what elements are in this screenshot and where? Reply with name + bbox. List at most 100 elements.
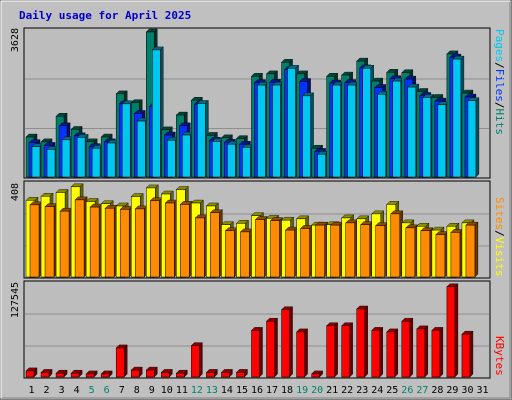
day-label-6: 6 [104,385,110,396]
bar-sites-day-15-face [240,231,250,278]
bar-sites-day-13 [209,209,223,278]
bar-pages-day-23-face [362,68,371,178]
day-label-13: 13 [206,385,218,396]
bar-kbytes-day-17 [266,317,278,378]
bar-sites-day-5-face [89,206,100,278]
bar-pages-day-2-face [46,149,56,178]
bar-sites-day-17 [270,217,283,278]
bar-kbytes-day-26-face [401,320,411,378]
bar-kbytes-day-21-side [334,322,338,378]
legend-hits: Hits [493,109,506,136]
day-label-15: 15 [236,385,248,396]
day-label-2: 2 [44,385,50,396]
bar-kbytes-day-22-side [349,322,353,378]
day-label-10: 10 [161,385,173,396]
bar-sites-day-23-face [360,224,370,278]
bar-kbytes-day-12-face [191,345,200,378]
bar-kbytes-day-22-face [341,325,350,378]
bar-pages-day-8-face [136,120,146,178]
legend-kbytes: KBytes [493,336,506,376]
bar-sites-day-6-face [104,207,115,278]
bar-kbytes-day-30-side [469,330,474,378]
bar-kbytes-day-30 [461,330,474,378]
legend-sites: Sites [493,197,506,230]
bar-pages-day-25-face [392,80,402,178]
legend-top: Pages/Files/Hits [493,29,506,135]
bar-pages-day-6-face [106,142,116,178]
day-label-22: 22 [341,385,353,396]
day-label-16: 16 [251,385,263,396]
bar-pages-day-5-face [91,147,101,178]
day-label-14: 14 [221,385,233,396]
bar-sites-day-13-face [210,212,220,278]
bar-kbytes-day-21 [326,322,339,378]
legend-sep-1: / [493,62,506,69]
bar-sites-day-7-face [119,209,130,278]
bar-kbytes-day-24-face [371,330,380,378]
bar-kbytes-day-7-side [123,344,128,378]
legend-files: Files [493,69,506,102]
legend-sep-2: / [493,102,506,109]
bar-kbytes-day-28 [431,326,444,378]
bar-kbytes-day-11-face [176,372,185,378]
bar-sites-day-15 [239,228,253,278]
bar-pages-day-27-face [422,97,432,178]
day-label-23: 23 [356,385,368,396]
bar-kbytes-day-24 [371,326,384,378]
bar-kbytes-day-6 [100,370,113,378]
bar-kbytes-day-9 [145,366,158,378]
bar-sites-day-24-face [375,225,385,278]
bar-sites-day-7 [119,205,133,278]
bar-kbytes-day-26-side [409,317,414,378]
bar-pages-day-7-face [121,103,131,178]
bar-sites-day-1-face [29,204,40,278]
bar-kbytes-day-16-side [259,326,263,378]
bar-kbytes-day-14-face [221,372,230,378]
bar-pages-day-16-face [257,84,266,178]
bar-kbytes-day-28-face [431,330,441,378]
bar-sites-day-5 [89,203,103,278]
bar-kbytes-day-13 [205,368,218,378]
bar-sites-day-26 [405,224,419,278]
bar-kbytes-day-13-face [206,372,215,378]
bar-sites-day-18 [285,226,299,278]
day-label-27: 27 [416,385,428,396]
legend-sep-3: / [493,230,506,237]
bar-kbytes-day-10-face [161,372,170,378]
bar-sites-day-30 [465,221,479,278]
bar-sites-day-4-face [74,199,85,278]
bar-kbytes-day-6-face [100,373,110,378]
day-label-8: 8 [134,385,140,396]
bar-sites-day-10 [164,199,178,278]
bar-kbytes-day-3-face [55,372,65,378]
bar-kbytes-day-29-face [446,286,456,378]
day-label-26: 26 [401,385,413,396]
bar-kbytes-day-16-face [251,330,260,378]
bar-sites-day-30-side [474,221,479,278]
bar-kbytes-day-12 [190,342,203,378]
bar-sites-day-21-face [330,224,340,278]
bar-kbytes-day-11 [175,369,188,378]
bar-kbytes-day-23 [356,305,369,378]
bar-pages-day-11-face [182,134,191,178]
bar-pages-day-14-face [227,143,236,178]
bar-sites-day-2-face [44,206,55,278]
bar-sites-day-9 [149,197,163,278]
day-label-21: 21 [326,385,338,396]
bar-kbytes-day-18-face [281,309,290,378]
bar-sites-day-14 [224,227,238,278]
bar-kbytes-day-3 [55,369,68,378]
legend-visits: Visits [493,237,506,277]
legend-pages: Pages [493,29,506,62]
bar-kbytes-day-12-side [199,342,203,378]
bar-sites-day-22 [345,219,359,278]
bar-kbytes-day-30-face [461,333,471,378]
bar-pages-day-30-face [467,100,477,178]
day-label-18: 18 [281,385,293,396]
day-label-11: 11 [176,385,188,396]
bar-kbytes-day-2 [40,368,53,378]
bar-kbytes-day-26 [401,317,414,378]
bar-sites-day-3 [59,207,73,278]
bar-kbytes-day-18-side [289,306,293,378]
bar-kbytes-day-20-face [311,373,320,378]
